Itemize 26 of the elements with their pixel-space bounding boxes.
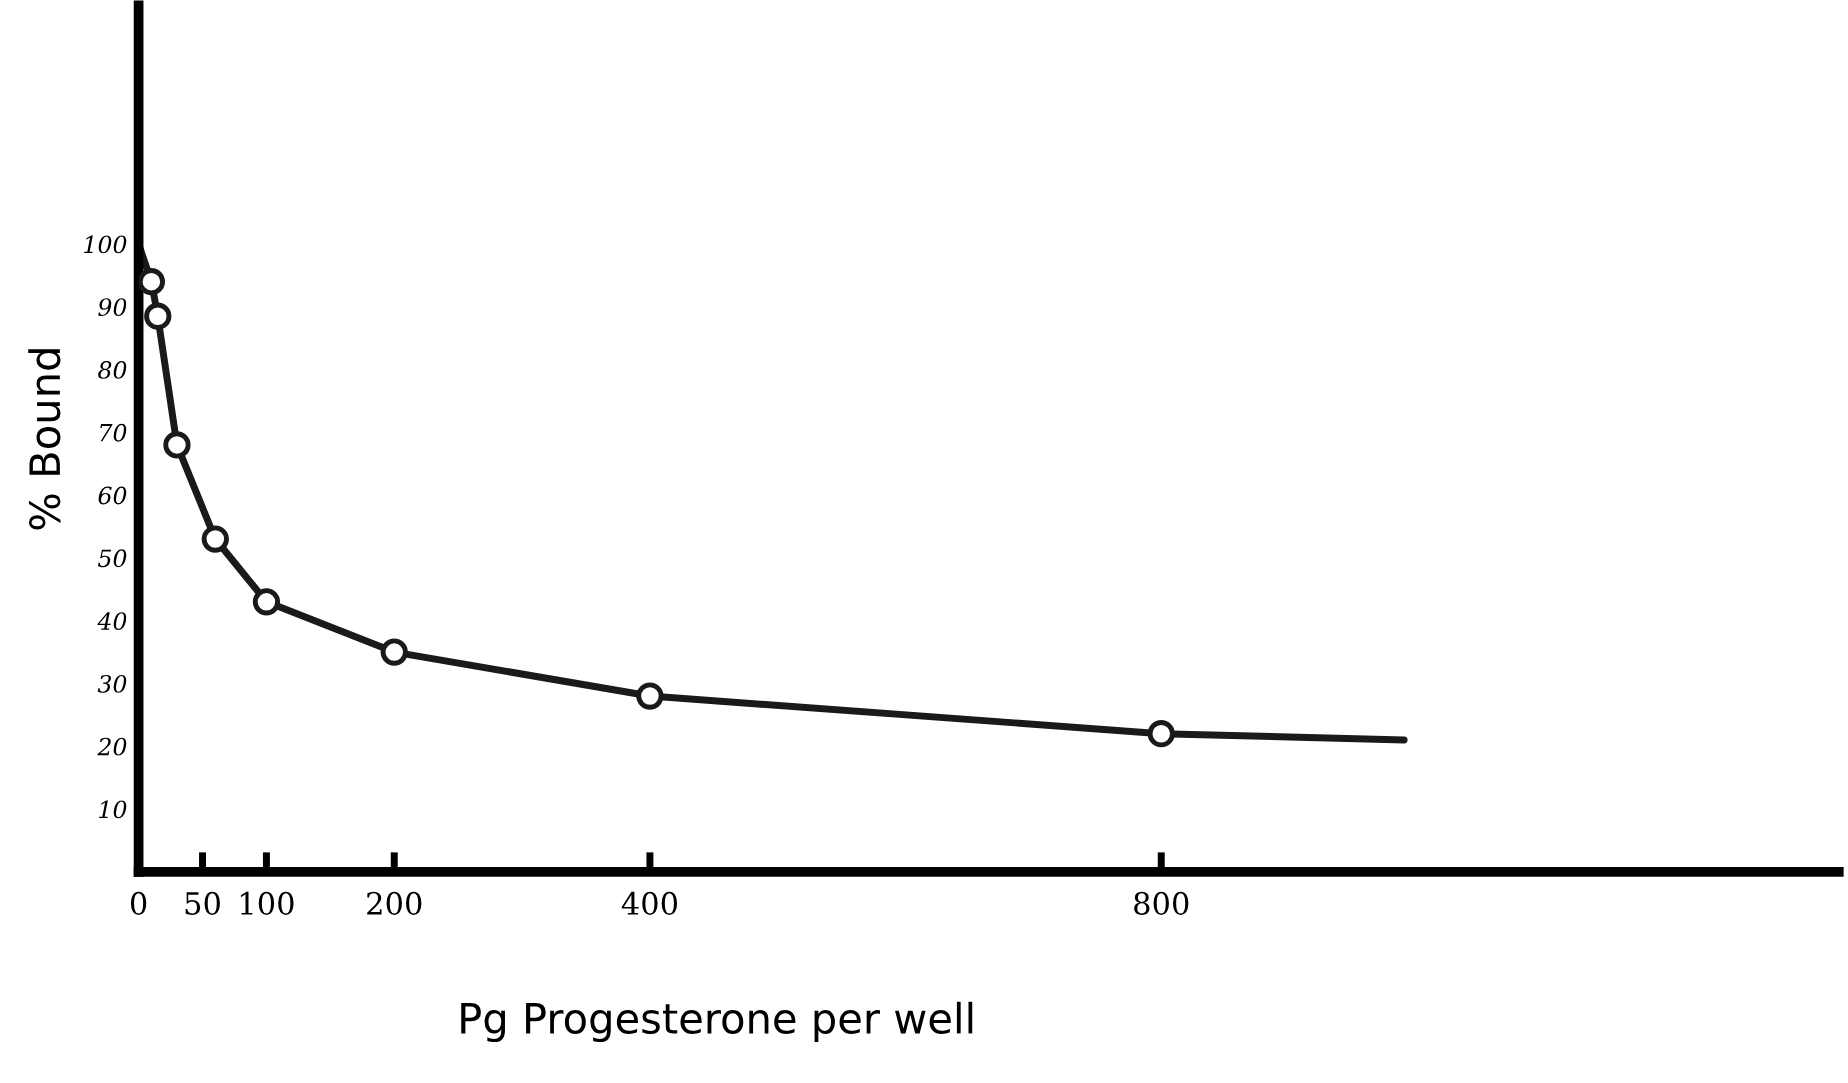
point [636,682,664,710]
x-tick-label: 50 [185,891,220,915]
y-tick-label: 50 [97,549,127,568]
y-tick-label: 10 [99,800,127,819]
point [201,525,229,553]
point [138,268,166,296]
y-tick-label: 20 [97,737,127,756]
x-tick-label: 200 [367,891,422,915]
y-tick-label: 80 [98,361,127,379]
x-tick-label: 400 [621,891,678,915]
x-tick-label: 800 [1134,891,1189,915]
point [144,302,172,330]
y-axis-title: % Bound [28,349,61,530]
y-tick-label: 90 [98,298,127,317]
x-tick-label: 100 [241,891,294,915]
x-tick-label: 0 [130,891,147,915]
point [1147,720,1175,748]
point [252,588,281,616]
y-tick-label: 60 [98,486,127,505]
point [380,638,408,666]
x-axis-title: Pg Progesterone per well [461,1001,973,1043]
point [163,431,191,459]
y-tick-label: 30 [97,674,127,693]
y-tick-label: 70 [100,423,127,442]
y-tick-label: 100 [84,235,127,254]
y-tick-label: 40 [97,612,127,630]
